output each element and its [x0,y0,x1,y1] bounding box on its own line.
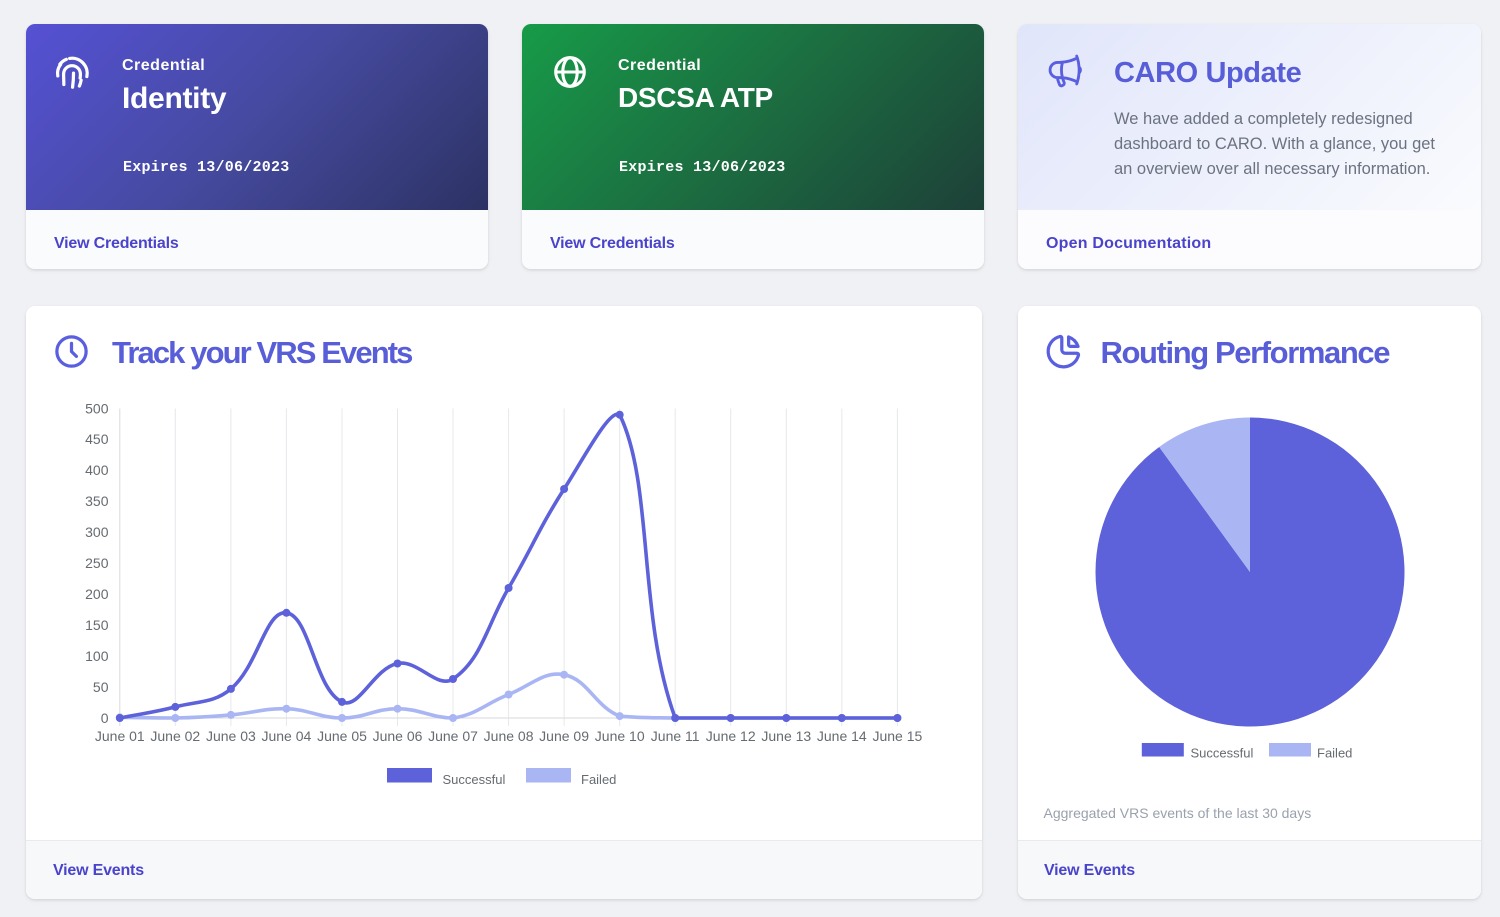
svg-text:0: 0 [101,709,109,725]
svg-text:June 05: June 05 [317,728,367,744]
svg-text:June 09: June 09 [539,728,589,744]
svg-text:Failed: Failed [1317,745,1352,760]
svg-text:June 03: June 03 [206,728,256,744]
svg-text:500: 500 [85,400,109,416]
svg-text:200: 200 [85,586,109,602]
svg-text:June 08: June 08 [484,728,534,744]
svg-text:June 12: June 12 [706,728,756,744]
svg-text:Successful: Successful [1191,745,1254,760]
svg-text:June 15: June 15 [872,728,922,744]
svg-text:June 01: June 01 [95,728,145,744]
svg-text:June 13: June 13 [761,728,811,744]
svg-text:250: 250 [85,555,109,571]
svg-text:June 06: June 06 [373,728,423,744]
svg-text:June 07: June 07 [428,728,478,744]
svg-text:Failed: Failed [581,772,616,787]
svg-text:150: 150 [85,616,109,632]
svg-text:June 04: June 04 [261,728,311,744]
svg-text:300: 300 [85,524,109,540]
svg-text:June 11: June 11 [651,728,700,744]
svg-text:100: 100 [85,647,109,663]
svg-text:Successful: Successful [443,772,506,787]
svg-text:350: 350 [85,493,109,509]
svg-text:400: 400 [85,462,109,478]
svg-text:June 02: June 02 [150,728,200,744]
svg-text:50: 50 [93,678,109,694]
svg-text:June 14: June 14 [817,728,867,744]
svg-text:450: 450 [85,431,109,447]
svg-text:June 10: June 10 [595,728,645,744]
